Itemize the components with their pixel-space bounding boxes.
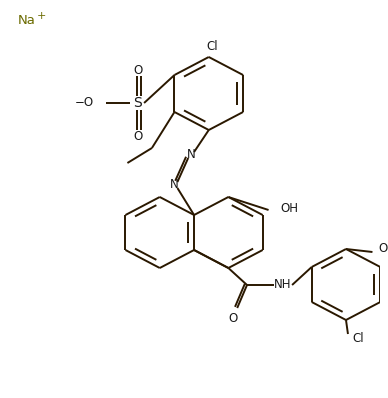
Text: Na: Na bbox=[17, 14, 36, 27]
Text: S: S bbox=[133, 96, 142, 110]
Text: −O: −O bbox=[75, 96, 94, 109]
Text: +: + bbox=[37, 11, 47, 21]
Text: N: N bbox=[170, 178, 179, 191]
Text: OH: OH bbox=[280, 201, 298, 215]
Text: N: N bbox=[187, 148, 196, 162]
Text: O: O bbox=[378, 242, 388, 256]
Text: Cl: Cl bbox=[206, 41, 218, 53]
Text: O: O bbox=[229, 312, 238, 324]
Text: O: O bbox=[133, 129, 143, 142]
Text: O: O bbox=[133, 64, 143, 76]
Text: NH: NH bbox=[274, 279, 291, 291]
Text: Cl: Cl bbox=[352, 332, 364, 345]
